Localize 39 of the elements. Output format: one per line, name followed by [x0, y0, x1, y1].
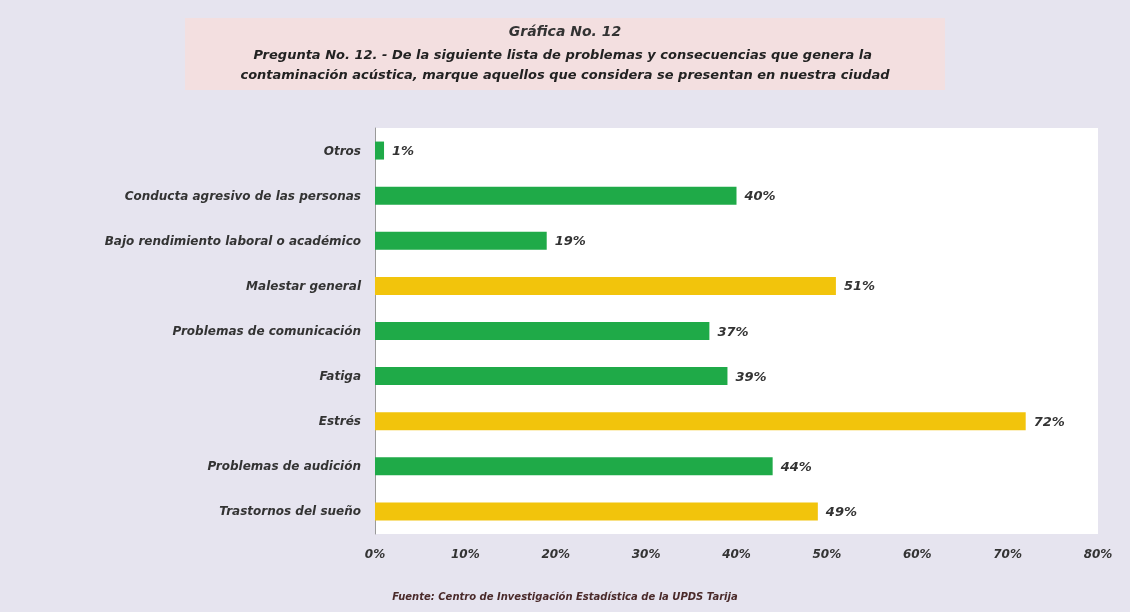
- data-label: 37%: [717, 323, 749, 339]
- bar: [375, 231, 547, 250]
- y-tick-label: Fatiga: [319, 369, 361, 384]
- chart-title: Gráfica No. 12: [508, 23, 622, 39]
- data-label: 39%: [735, 368, 767, 384]
- data-label: 1%: [392, 143, 415, 159]
- y-tick-label: Trastornos del sueño: [219, 504, 361, 519]
- x-tick-label: 10%: [451, 547, 480, 561]
- bar: [375, 457, 773, 476]
- y-tick-label: Malestar general: [246, 278, 362, 293]
- bar: [375, 322, 710, 340]
- chart-subtitle: Pregunta No. 12. - De la siguiente lista de problemas y consecuencias que genera la contaminación acústica, marque aquellos que considera se presentan en nuestra ciudad: [240, 46, 891, 82]
- data-label: 51%: [843, 278, 876, 294]
- x-tick-label: 0%: [364, 547, 386, 561]
- x-tick-label: 80%: [1083, 547, 1113, 561]
- y-tick-label: Conducta agresivo de las personas: [124, 188, 361, 203]
- bar: [375, 141, 385, 160]
- data-label: 49%: [824, 503, 857, 519]
- y-tick-label: Otros: [323, 143, 361, 158]
- source-note: Fuente: Centro de Investigación Estadística de la UPDS Tarija: [392, 590, 738, 602]
- data-label: 72%: [1033, 413, 1065, 429]
- bar: [375, 276, 836, 295]
- x-tick-label: 60%: [902, 547, 932, 561]
- data-label: 40%: [743, 188, 776, 204]
- y-tick-label: Problemas de comunicación: [172, 324, 361, 338]
- x-tick-label: 50%: [812, 547, 842, 561]
- x-tick-label: 70%: [993, 547, 1022, 561]
- x-tick-label: 40%: [721, 547, 751, 561]
- bar: [375, 412, 1026, 431]
- x-tick-label: 20%: [541, 547, 571, 561]
- x-tick-label: 30%: [631, 547, 661, 561]
- y-tick-label: Problemas de audición: [207, 459, 361, 474]
- data-label: 44%: [779, 458, 812, 474]
- y-tick-label: Bajo rendimiento laboral o académico: [104, 233, 361, 248]
- data-label: 19%: [554, 233, 586, 249]
- y-tick-label: Estrés: [318, 414, 361, 429]
- bar: [375, 367, 728, 386]
- bar: [375, 186, 737, 205]
- bar: [375, 502, 818, 521]
